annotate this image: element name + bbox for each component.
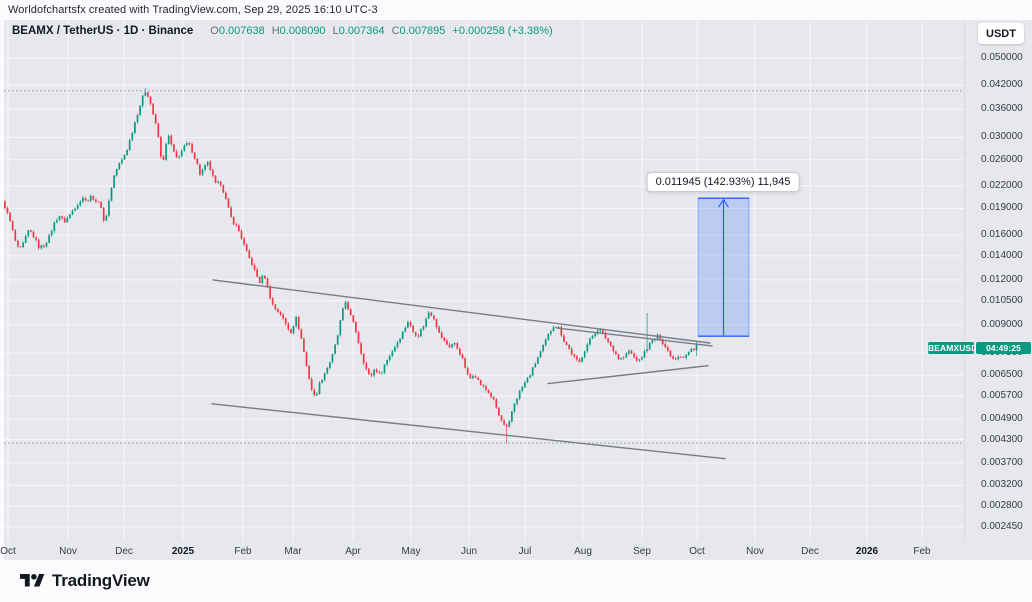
price-tick-label: 0.003700 — [981, 456, 1023, 468]
ohlc-key: L — [332, 25, 339, 37]
time-tick-label: Mar — [284, 546, 302, 557]
price-tick-label: 0.022000 — [981, 179, 1023, 191]
price-tick-label: 0.004900 — [981, 413, 1023, 425]
price-tick-label: 0.003200 — [981, 479, 1023, 491]
ohlc-value: 0.007895 — [399, 25, 446, 37]
ohlc-key: H — [271, 25, 280, 37]
change-value: +0.000258 (+3.38%) — [452, 25, 553, 37]
time-tick-label: 2025 — [171, 546, 195, 557]
time-tick-label: Oct — [0, 546, 16, 557]
time-tick-label: 2026 — [855, 546, 879, 557]
price-chart-canvas[interactable] — [4, 20, 1032, 560]
symbol-price-label: BEAMXUSDT — [928, 342, 983, 354]
price-tick-label: 0.002450 — [981, 520, 1023, 532]
time-tick-label: Apr — [345, 546, 361, 557]
time-tick-label: Nov — [59, 546, 77, 557]
price-tick-label: 0.004300 — [981, 433, 1023, 445]
price-tick-label: 0.006500 — [981, 369, 1023, 381]
price-tick-label: 0.009000 — [981, 318, 1023, 330]
ohlc-value: 0.008090 — [279, 25, 326, 37]
ohlc-value: 0.007364 — [338, 25, 385, 37]
price-tick-label: 0.036000 — [981, 103, 1023, 115]
time-tick-label: Feb — [913, 546, 931, 557]
price-tick-label: 0.026000 — [981, 153, 1023, 165]
symbol-title: BEAMX / TetherUS · 1D · Binance — [12, 25, 194, 37]
time-tick-label: Aug — [574, 546, 592, 557]
currency-toggle-button[interactable]: USDT — [978, 23, 1024, 44]
tradingview-watermark[interactable]: TradingView — [20, 570, 150, 592]
ohlc-key: C — [391, 25, 400, 37]
ohlc-value: 0.007638 — [218, 25, 265, 37]
time-tick-label: May — [401, 546, 421, 557]
time-tick-label: Sep — [633, 546, 651, 557]
price-tick-label: 0.019000 — [981, 202, 1023, 214]
time-tick-label: Oct — [689, 546, 705, 557]
bar-countdown-label: 04:49:25 — [976, 342, 1031, 354]
price-tick-label: 0.014000 — [981, 249, 1023, 261]
ohlc-key: O — [210, 25, 219, 37]
price-tick-label: 0.050000 — [981, 52, 1023, 63]
time-tick-label: Dec — [115, 546, 133, 557]
price-tick-label: 0.002800 — [981, 500, 1023, 512]
measure-tool-label[interactable]: 0.011945 (142.93%) 11,945 — [646, 172, 800, 192]
price-tick-label: 0.012000 — [981, 273, 1023, 285]
watermark-text: TradingView — [52, 571, 150, 590]
time-tick-label: Jun — [460, 546, 478, 557]
price-tick-label: 0.005700 — [981, 389, 1023, 401]
chart-panel — [4, 20, 1032, 560]
symbol-legend[interactable]: BEAMX / TetherUS · 1D · Binance O0.007638… — [12, 25, 553, 37]
time-tick-label: Feb — [234, 546, 252, 557]
time-tick-label: Nov — [746, 546, 764, 557]
attribution-text: Worldofchartsfx created with TradingView… — [8, 4, 378, 16]
price-tick-label: 0.016000 — [981, 229, 1023, 241]
time-tick-label: Jul — [518, 546, 532, 557]
tradingview-logo-icon — [20, 574, 45, 587]
ohlc-values: O0.007638 H0.008090 L0.007364 C0.007895 — [203, 25, 445, 37]
time-tick-label: Dec — [801, 546, 819, 557]
price-tick-label: 0.010500 — [981, 294, 1023, 306]
price-tick-label: 0.042000 — [981, 79, 1023, 91]
price-tick-label: 0.030000 — [981, 131, 1023, 143]
